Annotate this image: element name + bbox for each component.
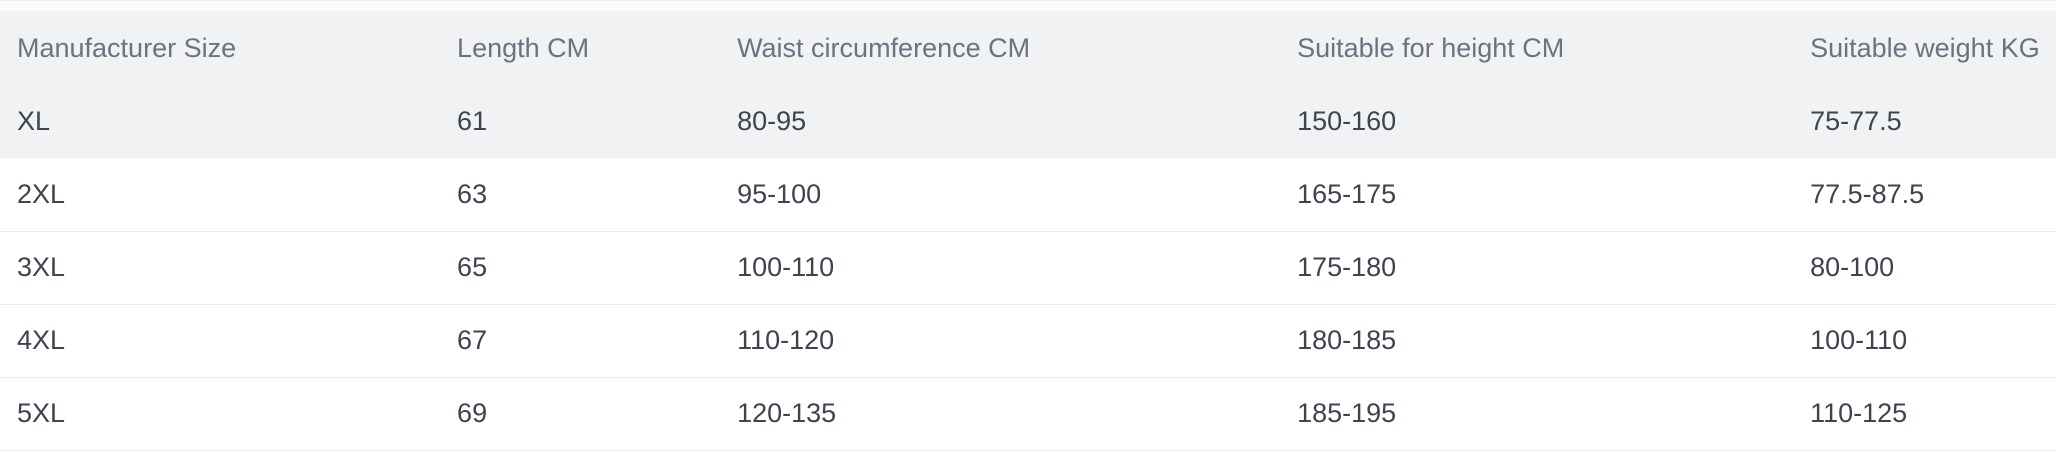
cell-manufacturer-size: XL [17,106,51,136]
cell-manufacturer-size: 3XL [17,252,66,282]
cell-manufacturer-size: 2XL [17,178,66,209]
cell-weight-kg: 110-125 [1810,398,1908,428]
cell-height-cm: 180-185 [1297,325,1397,355]
cell-length-cm: 61 [457,106,488,136]
page-top-strip [0,0,2056,11]
cell-weight-kg: 100-110 [1810,325,1908,355]
column-header-manufacturer-size: Manufacturer Size [17,32,237,63]
cell-length-cm: 65 [457,252,488,282]
cell-waist-cm: 110-120 [737,325,835,355]
table-header-row: Manufacturer Size Length CM Waist circum… [0,11,2056,85]
cell-weight-kg: 77.5-87.5 [1810,178,1925,209]
cell-weight-kg: 75-77.5 [1810,106,1902,136]
cell-length-cm: 63 [457,178,488,209]
cell-waist-cm: 80-95 [737,106,807,136]
size-chart-table: Manufacturer Size Length CM Waist circum… [0,11,2056,451]
cell-height-cm: 165-175 [1297,178,1397,209]
column-header-length-cm: Length CM [457,32,590,63]
cell-height-cm: 175-180 [1297,252,1397,282]
column-header-suitable-weight-kg: Suitable weight KG [1810,32,2040,63]
cell-manufacturer-size: 5XL [17,398,66,428]
cell-height-cm: 185-195 [1297,398,1397,428]
table-row-3xl: 3XL 65 100-110 175-180 80-100 [0,231,2056,304]
cell-length-cm: 69 [457,398,488,428]
table-row-4xl: 4XL 67 110-120 180-185 100-110 [0,304,2056,377]
cell-weight-kg: 80-100 [1810,252,1895,282]
table-row-5xl: 5XL 69 120-135 185-195 110-125 [0,377,2056,450]
cell-height-cm: 150-160 [1297,106,1397,136]
column-header-suitable-height-cm: Suitable for height CM [1297,32,1565,63]
cell-waist-cm: 95-100 [737,178,822,209]
cell-manufacturer-size: 4XL [17,325,66,355]
table-row-xl: XL 61 80-95 150-160 75-77.5 [0,85,2056,158]
cell-waist-cm: 120-135 [737,398,837,428]
column-header-waist-circumference-cm: Waist circumference CM [737,32,1031,63]
cell-waist-cm: 100-110 [737,252,835,282]
cell-length-cm: 67 [457,325,488,355]
table-row-2xl: 2XL 63 95-100 165-175 77.5-87.5 [0,158,2056,231]
